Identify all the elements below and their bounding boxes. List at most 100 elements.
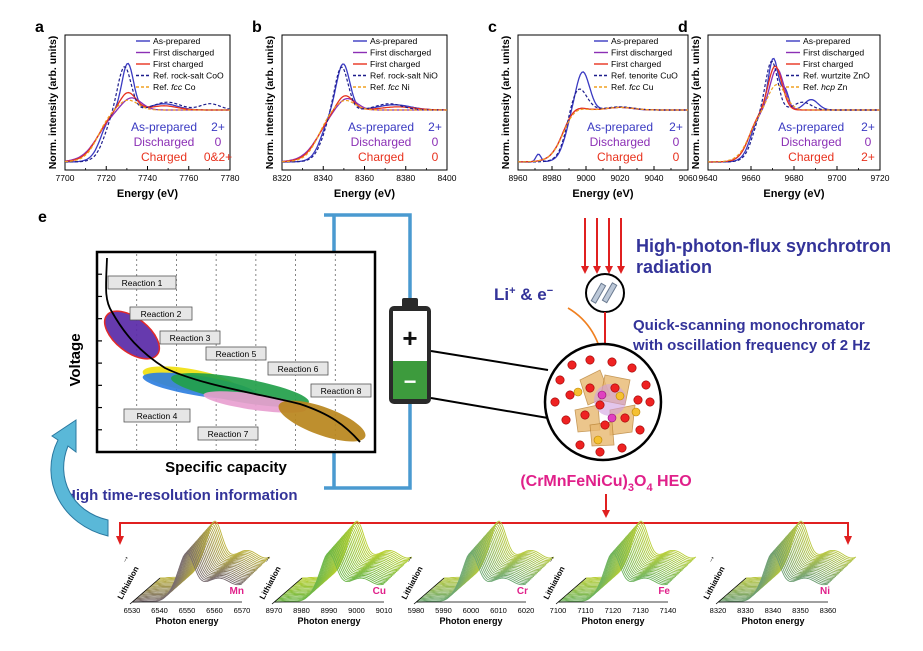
lithiation-axis-label: Lithiation bbox=[542, 565, 567, 601]
waterfall-spectrum bbox=[144, 538, 255, 593]
waterfall-spectrum bbox=[154, 526, 265, 583]
waterfall-spectrum bbox=[724, 544, 835, 597]
waterfall-spectrum bbox=[276, 549, 387, 601]
lithiation-arrow: → bbox=[118, 552, 131, 565]
legend-entry: First charged bbox=[153, 59, 203, 69]
waterfall-spectrum bbox=[570, 538, 681, 593]
energy-tick-label: 8340 bbox=[765, 606, 782, 615]
spectrum-curve-4 bbox=[708, 60, 880, 163]
oxidation-state-value: 0 bbox=[673, 135, 680, 149]
reaction-label: Reaction 8 bbox=[321, 386, 362, 396]
waterfall-spectrum bbox=[563, 546, 674, 598]
lithiation-axis bbox=[555, 577, 587, 605]
waterfall-spectrum bbox=[417, 550, 528, 602]
reaction-label-box bbox=[107, 275, 177, 290]
oxidation-state-label: As-prepared bbox=[348, 120, 414, 134]
waterfall-spectrum bbox=[739, 528, 850, 585]
reaction-label-box bbox=[129, 306, 193, 321]
energy-tick-label: 5980 bbox=[408, 606, 425, 615]
waterfall-spectrum bbox=[287, 537, 398, 592]
waterfall-spectrum bbox=[733, 534, 845, 589]
waterfall-spectrum bbox=[140, 543, 251, 596]
x-axis-label: Energy (eV) bbox=[334, 188, 395, 200]
synchrotron-label: High-photon-flux synchrotron bbox=[636, 236, 891, 256]
element-label: Cu bbox=[373, 586, 386, 597]
waterfall-spectrum bbox=[558, 552, 669, 603]
legend-entry: First charged bbox=[803, 59, 853, 69]
reaction-label-box bbox=[159, 330, 221, 345]
legend-entry: Ref. rock-salt NiO bbox=[370, 71, 438, 81]
waterfall-spectrum bbox=[573, 534, 685, 589]
voltage-curve bbox=[105, 257, 361, 443]
x-tick-label: 9700 bbox=[828, 173, 847, 183]
voltage-axis-label: Voltage bbox=[67, 333, 84, 386]
oxygen-atom bbox=[607, 357, 617, 367]
legend-entry: First charged bbox=[370, 59, 420, 69]
energy-tick-label: 6010 bbox=[490, 606, 507, 615]
waterfall-spectrum bbox=[431, 534, 543, 589]
waterfall-spectrum bbox=[436, 529, 547, 586]
legend-entry: Ref. fcc Cu bbox=[611, 82, 654, 92]
zoom-line bbox=[430, 350, 549, 371]
monochromator-label: Quick-scanning monochromator bbox=[633, 317, 865, 334]
y-axis-label: Norm. intensity (arb. units) bbox=[47, 36, 59, 170]
energy-tick-label: 6560 bbox=[206, 606, 223, 615]
waterfall-spectrum bbox=[718, 552, 829, 603]
spectrum-curve-5 bbox=[708, 83, 880, 163]
oxygen-atom bbox=[600, 420, 610, 430]
waterfall-spectrum bbox=[728, 540, 839, 594]
waterfall-spectrum bbox=[134, 549, 245, 601]
monochromator-circle bbox=[585, 273, 625, 313]
waterfall-spectrum bbox=[720, 549, 831, 601]
lithiation-axis-label: Lithiation bbox=[258, 565, 283, 601]
distribution-bracket bbox=[119, 522, 849, 538]
waterfall-spectrum bbox=[137, 546, 248, 598]
waterfall-spectrum bbox=[731, 537, 842, 592]
waterfall-spectrum bbox=[292, 531, 403, 587]
energy-axis-label: Photon energy bbox=[297, 616, 360, 626]
reaction-label-box bbox=[310, 383, 372, 398]
capacity-axis-label: Specific capacity bbox=[165, 459, 287, 476]
lithium-electron-label: Li+ & e− bbox=[494, 285, 553, 304]
reaction-region bbox=[278, 400, 366, 442]
oxidation-state-value: 0 bbox=[432, 135, 439, 149]
lithiation-axis bbox=[413, 577, 445, 605]
oxygen-atom bbox=[645, 397, 655, 407]
waterfall-fe: Lithiation→ 7100 7110 7120 7130 7140 Photon en… bbox=[542, 520, 697, 626]
waterfall-spectrum bbox=[723, 546, 834, 598]
oxidation-state-label: Discharged bbox=[781, 135, 842, 149]
legend-entry: As-prepared bbox=[153, 36, 201, 46]
waterfall-spectrum bbox=[294, 529, 405, 586]
waterfall-spectrum bbox=[277, 547, 389, 600]
battery-charge bbox=[393, 361, 427, 399]
waterfall-spectrum bbox=[424, 543, 535, 596]
energy-axis-label: Photon energy bbox=[741, 616, 804, 626]
oxidation-state-label: Charged bbox=[788, 150, 834, 164]
xray-beam-arrowhead bbox=[605, 266, 613, 274]
y-axis-label: Norm. intensity (arb. units) bbox=[500, 36, 512, 170]
waterfall-spectrum bbox=[566, 543, 677, 596]
oxygen-atom bbox=[555, 375, 565, 385]
panel-letter: d bbox=[678, 19, 688, 36]
metal-atom bbox=[615, 391, 625, 401]
x-tick-label: 9640 bbox=[699, 173, 718, 183]
oxygen-atom bbox=[580, 410, 590, 420]
energy-axis-label: Photon energy bbox=[581, 616, 644, 626]
metal-atom bbox=[593, 435, 603, 445]
waterfall-spectrum bbox=[730, 538, 841, 593]
energy-tick-label: 8970 bbox=[266, 606, 283, 615]
energy-tick-label: 7140 bbox=[660, 606, 677, 615]
energy-tick-label: 8990 bbox=[321, 606, 338, 615]
oxygen-atom bbox=[641, 380, 651, 390]
reaction-label: Reaction 7 bbox=[208, 429, 249, 439]
waterfall-spectrum bbox=[132, 552, 243, 603]
waterfall-spectrum bbox=[575, 532, 686, 588]
oxygen-atom bbox=[627, 363, 637, 373]
energy-tick-label: 6020 bbox=[518, 606, 535, 615]
waterfall-spectrum bbox=[416, 552, 527, 603]
element-label: Mn bbox=[230, 586, 244, 597]
xray-beam-arrowhead bbox=[593, 266, 601, 274]
